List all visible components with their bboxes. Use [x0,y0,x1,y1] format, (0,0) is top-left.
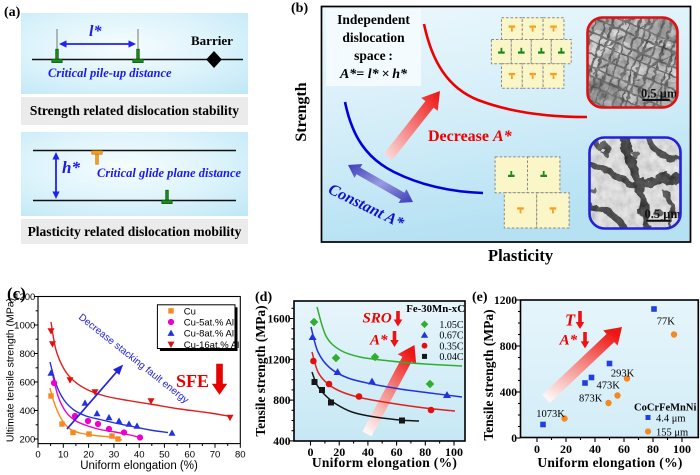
svg-text:1.05C: 1.05C [439,320,464,331]
svg-text:0: 0 [35,450,40,461]
svg-text:100: 100 [673,442,691,456]
svg-text:Cu-5at.% Al: Cu-5at.% Al [184,317,234,328]
svg-text:40: 40 [589,442,601,456]
svg-text:60: 60 [391,445,403,459]
svg-text:Cu: Cu [184,306,196,317]
svg-text:Tensile strength (MPa): Tensile strength (MPa) [253,305,268,436]
svg-text:0.5 μm: 0.5 μm [641,87,678,101]
svg-text:200: 200 [19,434,35,445]
svg-text:20: 20 [83,450,94,461]
svg-text:1600: 1600 [268,314,291,326]
svg-text:80: 80 [647,442,659,456]
svg-text:80: 80 [419,445,431,459]
svg-text:SRO: SRO [363,311,392,327]
svg-text:0.5 μm: 0.5 μm [645,207,682,221]
svg-text:T: T [565,311,576,330]
svg-text:0.35C: 0.35C [439,341,464,352]
svg-text:20: 20 [333,445,345,459]
svg-text:60: 60 [618,442,630,456]
svg-text:40: 40 [362,445,374,459]
svg-text:1000: 1000 [14,320,35,331]
svg-text:0: 0 [511,433,517,445]
svg-text:400: 400 [500,387,518,399]
svg-text:Uniform elongation (%): Uniform elongation (%) [312,455,457,470]
svg-text:1200: 1200 [14,292,35,303]
svg-text:80: 80 [235,450,246,461]
svg-text:77K: 77K [657,317,676,328]
svg-text:1200: 1200 [494,295,517,307]
svg-text:600: 600 [19,377,35,388]
svg-text:Cu-8at.% Al: Cu-8at.% Al [184,329,234,340]
svg-text:1200: 1200 [268,354,291,366]
svg-text:155 μm: 155 μm [656,428,688,439]
svg-text:100: 100 [445,445,463,459]
svg-text:Ultimate tensile strength (MPa: Ultimate tensile strength (MPa) [5,298,17,442]
svg-text:800: 800 [500,341,518,353]
svg-text:0: 0 [308,445,314,459]
svg-text:Fe-30Mn-xC: Fe-30Mn-xC [406,303,465,315]
svg-text:473K: 473K [597,380,621,391]
svg-text:400: 400 [273,436,291,448]
svg-text:50: 50 [159,450,170,461]
svg-text:Tensile strength (MPa): Tensile strength (MPa) [481,309,496,440]
svg-text:Uniform elongation (%): Uniform elongation (%) [537,455,682,470]
svg-text:30: 30 [109,450,120,461]
svg-text:40: 40 [134,450,145,461]
svg-text:20: 20 [560,442,572,456]
svg-text:4.4 μm: 4.4 μm [656,414,686,425]
svg-text:400: 400 [19,406,35,417]
svg-text:800: 800 [273,395,291,407]
svg-text:A*: A* [559,333,578,349]
svg-text:800: 800 [19,349,35,360]
svg-text:A*: A* [369,333,388,349]
svg-text:CoCrFeMnNi: CoCrFeMnNi [634,403,696,414]
svg-text:60: 60 [184,450,195,461]
svg-text:873K: 873K [579,394,603,405]
svg-text:0.67C: 0.67C [439,331,464,342]
svg-text:Uniform elongation (%): Uniform elongation (%) [80,460,198,472]
svg-text:0.04C: 0.04C [439,352,464,363]
svg-text:293K: 293K [611,368,635,379]
svg-text:0: 0 [534,442,540,456]
svg-text:70: 70 [210,450,221,461]
svg-text:1073K: 1073K [536,409,565,420]
svg-text:10: 10 [58,450,69,461]
svg-text:Cu-16at.% Al: Cu-16at.% Al [184,340,239,351]
